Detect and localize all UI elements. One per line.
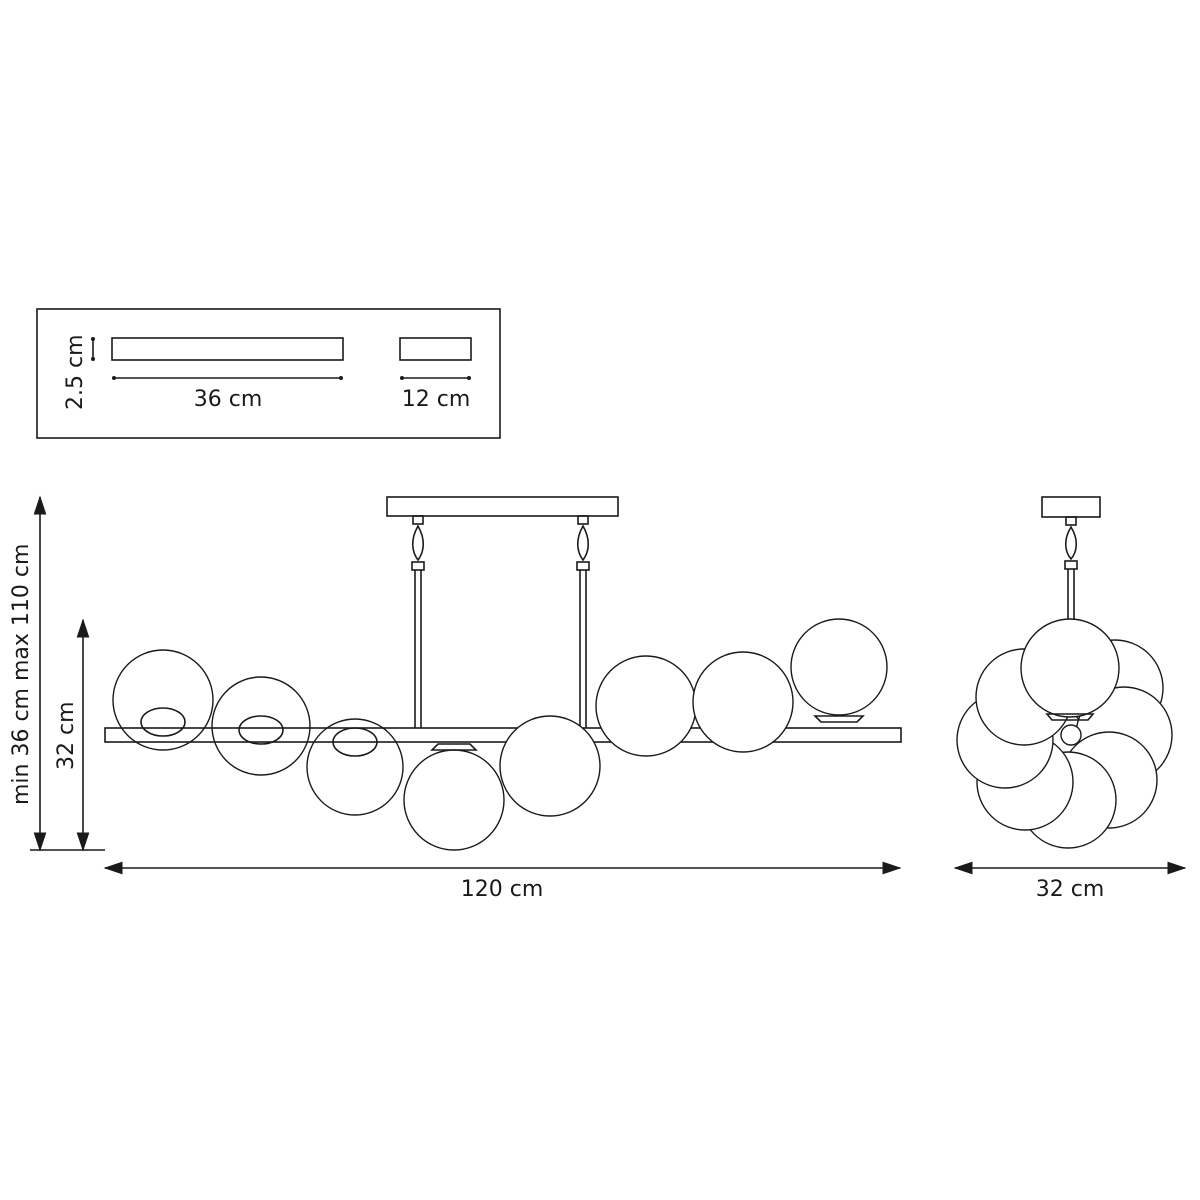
adjustable-height-label: min 36 cm max 110 cm — [9, 544, 34, 805]
suspension-left — [411, 515, 425, 728]
globe-holder — [238, 715, 284, 745]
globe — [403, 749, 505, 851]
globe — [306, 718, 404, 816]
globe — [211, 676, 311, 776]
short-canopy-plate — [399, 337, 472, 361]
horizontal-bar — [104, 727, 902, 743]
front-view: min 36 cm max 110 cm 32 cm 120 cm — [9, 495, 902, 902]
globe — [112, 649, 214, 751]
short-plate-label: 12 cm — [402, 387, 471, 412]
globe-holder — [140, 707, 186, 737]
side-view: 32 cm — [953, 496, 1187, 902]
front-canopy — [386, 496, 619, 517]
side-canopy — [1041, 496, 1101, 518]
globe — [1020, 618, 1120, 718]
inset-height-label: 2.5 cm — [63, 334, 88, 410]
side-width-label: 32 cm — [1036, 877, 1105, 902]
long-plate-label: 36 cm — [194, 387, 263, 412]
globe — [692, 651, 794, 753]
globe-holder — [813, 715, 865, 723]
width-label: 120 cm — [461, 877, 544, 902]
globe — [595, 655, 697, 757]
center-hub — [1060, 724, 1082, 746]
body-height-label: 32 cm — [54, 701, 79, 770]
globe-holder — [332, 727, 378, 757]
globe-holder — [1045, 713, 1095, 721]
globe-holder — [430, 743, 478, 751]
inset-frame — [36, 308, 501, 439]
canopy-inset: 2.5 cm 36 cm 12 cm — [36, 308, 501, 439]
long-canopy-plate — [111, 337, 344, 361]
suspension-right — [576, 515, 590, 728]
globe — [790, 618, 888, 716]
globe — [499, 715, 601, 817]
